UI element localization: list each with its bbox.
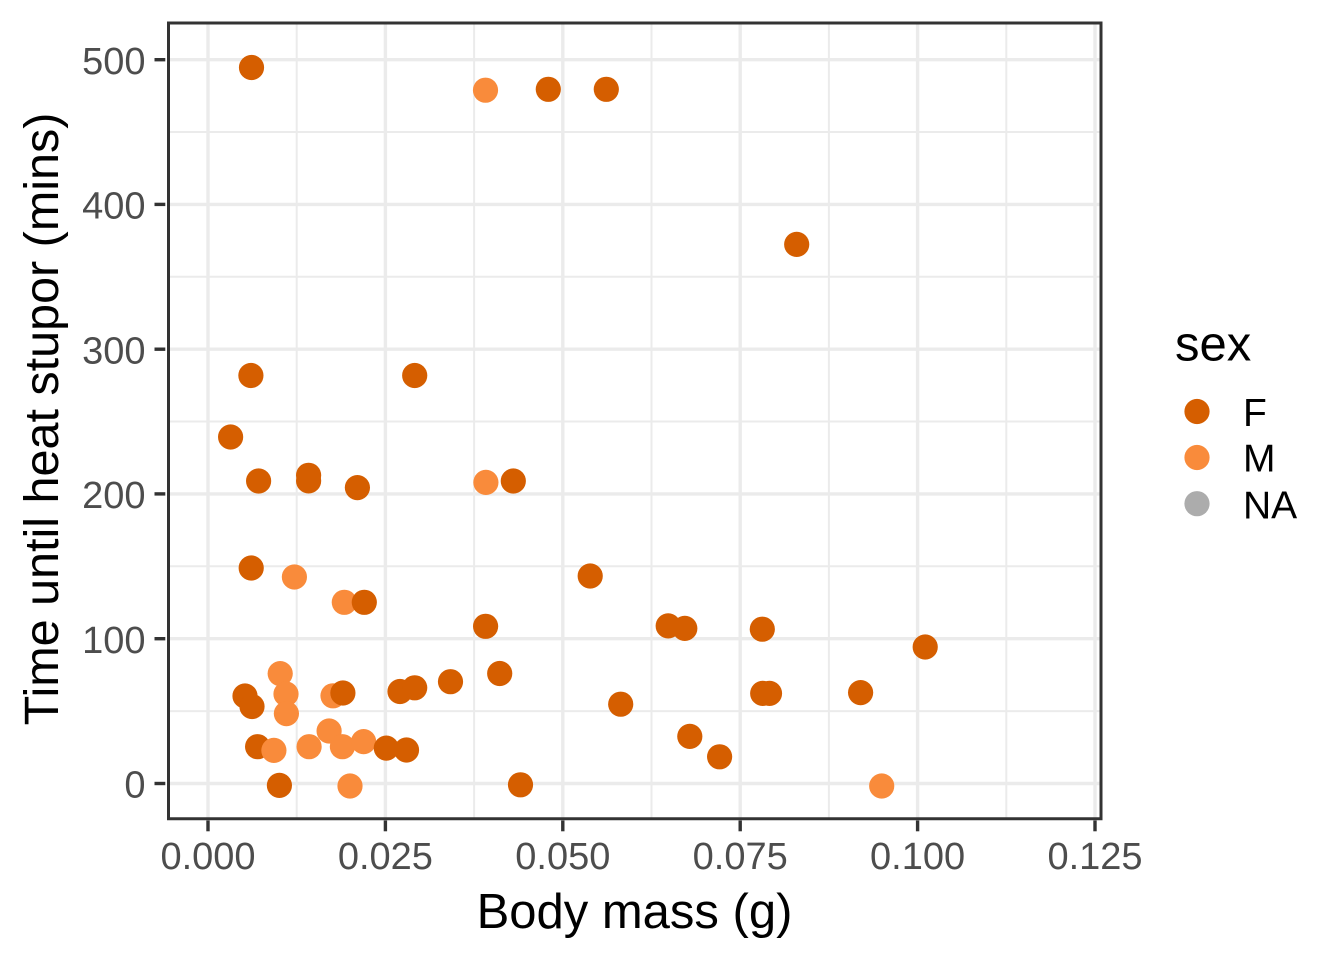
- svg-text:0.100: 0.100: [870, 836, 965, 878]
- svg-text:0.000: 0.000: [160, 836, 255, 878]
- svg-text:300: 300: [82, 330, 145, 372]
- svg-text:0.025: 0.025: [338, 836, 433, 878]
- svg-text:0.050: 0.050: [515, 836, 610, 878]
- svg-text:200: 200: [82, 475, 145, 517]
- svg-text:F: F: [1243, 392, 1267, 435]
- svg-text:M: M: [1243, 438, 1276, 481]
- svg-text:0: 0: [124, 765, 145, 807]
- svg-text:500: 500: [82, 41, 145, 83]
- svg-text:0.075: 0.075: [693, 836, 788, 878]
- svg-text:0.125: 0.125: [1047, 836, 1142, 878]
- svg-text:100: 100: [82, 620, 145, 662]
- svg-text:400: 400: [82, 186, 145, 228]
- svg-text:Time until heat stupor (mins): Time until heat stupor (mins): [15, 113, 69, 726]
- svg-text:Body mass (g): Body mass (g): [477, 885, 793, 939]
- svg-text:sex: sex: [1175, 318, 1251, 372]
- svg-text:NA: NA: [1243, 484, 1297, 527]
